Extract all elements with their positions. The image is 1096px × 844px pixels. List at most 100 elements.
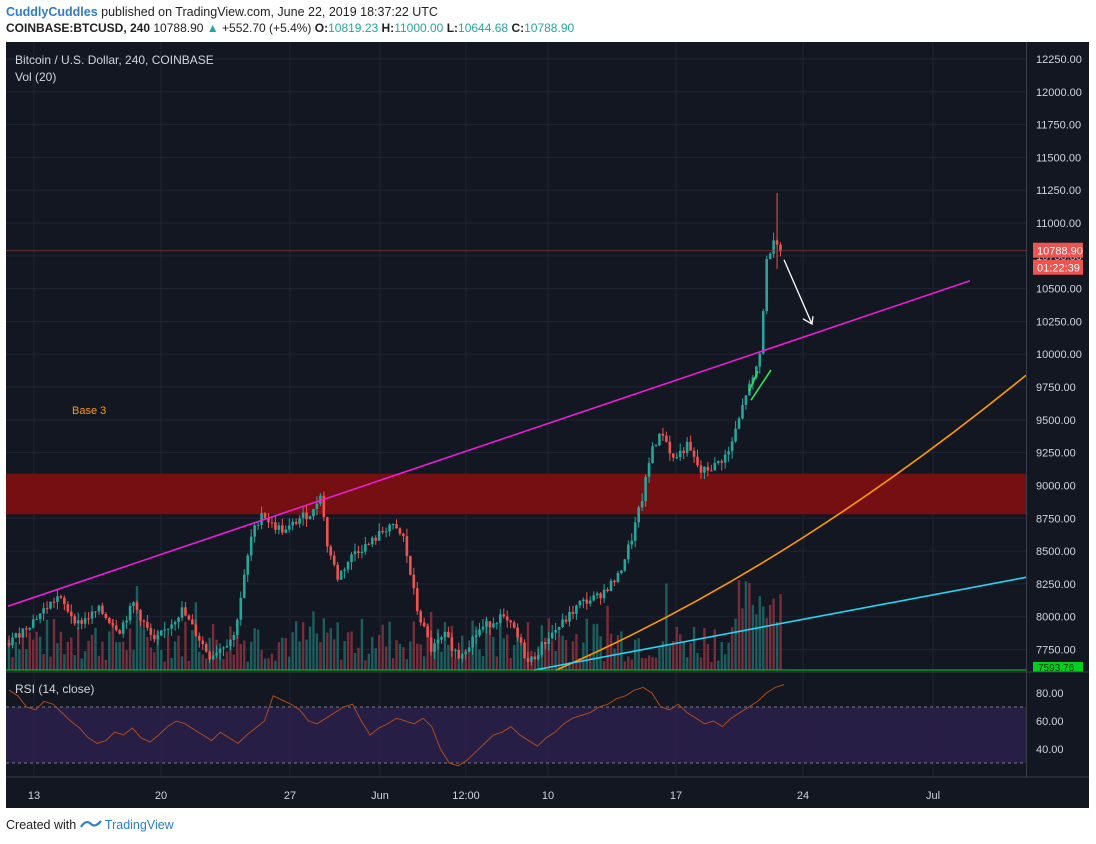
volume-bar [270, 653, 274, 670]
volume-bar [647, 655, 651, 670]
volume-bar [18, 649, 21, 670]
volume-bar [222, 659, 225, 670]
volume-bar [11, 656, 14, 670]
volume-bar [699, 657, 703, 670]
volume-bar [315, 633, 319, 670]
volume-bar [291, 632, 294, 670]
candle-body [232, 635, 236, 640]
volume-bar [73, 655, 76, 670]
candle-body [588, 600, 592, 604]
candle-body [671, 453, 675, 458]
candle-body [502, 614, 506, 617]
green-flag-pattern[interactable] [748, 369, 772, 401]
volume-bar [7, 639, 11, 670]
candle-body [132, 602, 135, 606]
magenta-trendline[interactable] [7, 280, 971, 607]
candle-body [298, 518, 301, 524]
candle-body [128, 605, 132, 621]
candle-body [495, 623, 499, 625]
candle-body [11, 637, 14, 646]
candle-body [609, 580, 613, 592]
volume-bar [378, 635, 381, 670]
chart-frame[interactable]: Bitcoin / U.S. Dollar, 240, COINBASE Vol… [6, 42, 1089, 808]
volume-bar [762, 606, 765, 670]
volume-bar [76, 627, 80, 670]
author-link[interactable]: CuddlyCuddles [6, 5, 98, 19]
volume-bar [654, 657, 658, 670]
white-arrow-annotation[interactable] [783, 259, 814, 326]
candle-body [326, 517, 329, 547]
volume-bar [322, 618, 326, 670]
volume-bar [478, 649, 481, 670]
created-with-label: Created with [6, 818, 77, 832]
candle-body [457, 649, 461, 659]
candle-body [633, 522, 637, 541]
candle-body [180, 607, 184, 618]
candle-body [689, 441, 692, 451]
volume-bar [163, 661, 166, 670]
volume-bar [146, 637, 149, 670]
orange-parabolic-curve[interactable] [555, 374, 1027, 671]
volume-bar [644, 658, 647, 670]
rsi-pane: 80.00 60.00 40.00 [6, 671, 1089, 767]
candle-body [550, 632, 554, 639]
candle-body [678, 450, 682, 458]
candle-body [471, 637, 474, 648]
rsi-tick-label: 80.00 [1036, 688, 1064, 700]
price-tick-label: 9000.00 [1036, 480, 1076, 492]
candle-body [246, 555, 250, 575]
price-axis[interactable]: 12250.00 12000.00 11750.00 11500.00 11250.00… [1026, 42, 1082, 777]
volume-bar [703, 627, 706, 670]
candle-body [322, 495, 326, 518]
candle-body [637, 507, 640, 523]
candle-body [339, 570, 343, 580]
candle-body [481, 626, 485, 630]
candle-body [374, 537, 378, 541]
volume-bar [374, 648, 377, 670]
volume-bar [191, 630, 194, 670]
volume-bar [682, 641, 685, 670]
volume-bar [658, 647, 661, 670]
low-price-tag: 7593.76 [1038, 663, 1075, 674]
candle-body [315, 503, 319, 510]
volume-bar [156, 631, 159, 670]
candle-body [779, 244, 782, 252]
time-axis[interactable]: 13 20 27 Jun 12:00 10 17 24 Jul [6, 776, 1089, 802]
volume-bar [239, 643, 243, 670]
volume-bar [184, 621, 187, 670]
candle-body [56, 596, 59, 602]
candle-body [710, 470, 713, 472]
volume-bar [308, 626, 312, 670]
volume-bar [679, 634, 682, 670]
tradingview-brand-link[interactable]: TradingView [104, 818, 174, 832]
rsi-title: RSI (14, close) [15, 682, 94, 696]
volume-bar [35, 631, 38, 670]
candle-body [543, 642, 547, 645]
candle-body [69, 611, 73, 617]
candle-body [422, 622, 426, 627]
volume-bar [249, 641, 253, 670]
low-tag-bg [1033, 662, 1083, 672]
cyan-support-trendline[interactable] [533, 576, 1027, 671]
candle-body [94, 611, 97, 613]
volume-bar [101, 641, 104, 670]
candle-body [83, 618, 87, 624]
candle-body [443, 631, 447, 638]
volume-bar [173, 641, 177, 670]
candle-body [516, 627, 519, 638]
candle-body [585, 599, 589, 604]
base-3-label[interactable]: Base 3 [72, 405, 106, 417]
arrow-shaft [783, 259, 813, 325]
price-chart[interactable]: Bitcoin / U.S. Dollar, 240, COINBASE Vol… [6, 42, 1089, 808]
volume-bar [561, 635, 564, 670]
candle-body [66, 604, 70, 612]
candle-body [405, 536, 409, 557]
volume-bar [730, 627, 734, 670]
candle-body [658, 433, 661, 446]
volume-bar [720, 642, 723, 670]
candle-body [685, 441, 689, 454]
candle-body [18, 633, 21, 638]
volume-bar [499, 624, 502, 670]
volume-bar [696, 652, 699, 670]
candle-body [395, 524, 398, 529]
